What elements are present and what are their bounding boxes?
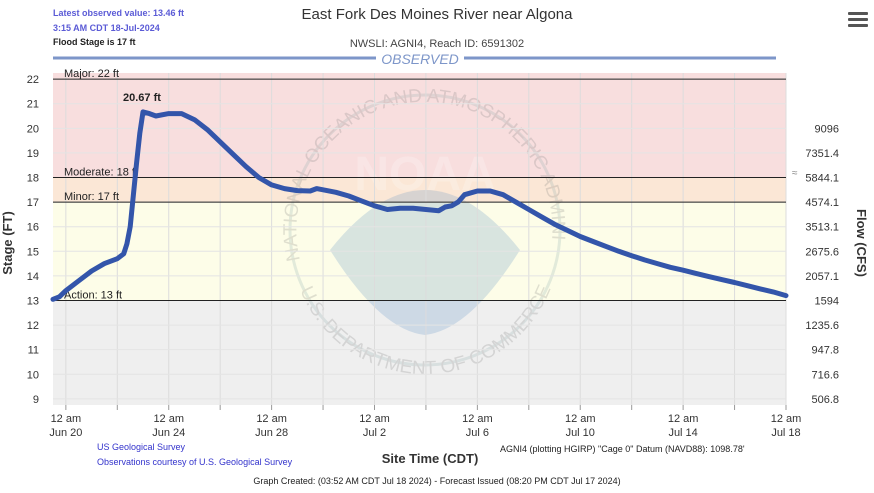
time-tick-date: Jun 28: [255, 427, 288, 439]
stage-tick-label: 16: [27, 222, 39, 234]
flow-tick-label: 1235.6: [805, 320, 839, 332]
band-major: [53, 73, 786, 178]
flow-axis-ticks: 9096 7351.4 5844.1 4574.1 3513.1 2675.6 2057.1…: [805, 123, 839, 406]
observations-credit[interactable]: Observations courtesy of U.S. Geological…: [97, 457, 293, 467]
axis-break-glyph: ≈: [792, 168, 798, 179]
observed-label-bg: [376, 50, 464, 66]
flow-tick-label: 7351.4: [805, 148, 839, 160]
usgs-credit[interactable]: US Geological Survey: [97, 442, 186, 452]
stage-tick-label: 12: [27, 320, 39, 332]
stage-tick-label: 21: [27, 99, 39, 111]
time-tick-label: 12 am: [153, 413, 184, 425]
flow-tick-label: 5844.1: [805, 173, 839, 185]
stage-tick-label: 11: [28, 345, 39, 357]
stage-tick-label: 9: [33, 394, 39, 406]
graph-footer: Graph Created: (03:52 AM CDT Jul 18 2024…: [253, 476, 621, 486]
time-axis-ticks: 12 am Jun 20 12 am Jun 24 12 am Jun 28 12 am Ju…: [49, 405, 801, 439]
flow-tick-label: 4574.1: [805, 197, 839, 209]
flow-tick-label: 1594: [815, 295, 839, 307]
time-tick-label: 12 am: [256, 413, 287, 425]
stage-axis-ticks: 9 10 11 12 13 14 15 16 17 18 19 20 21 22: [27, 74, 39, 406]
threshold-lines: Major: 22 ft Moderate: 18 ft Minor: 17 ft A…: [53, 68, 786, 301]
stage-tick-label: 14: [27, 271, 39, 283]
stage-tick-label: 22: [27, 74, 39, 86]
latest-observed-info: Latest observed value: 13.46 ft 3:15 AM …: [53, 6, 184, 36]
flow-tick-label: 506.8: [811, 394, 839, 406]
hamburger-menu-icon[interactable]: [848, 12, 868, 28]
threshold-label-minor: Minor: 17 ft: [64, 191, 119, 203]
flood-stage-note: Flood Stage is 17 ft: [53, 37, 136, 47]
time-tick-date: Jul 6: [466, 427, 489, 439]
time-tick-label: 12 am: [359, 413, 390, 425]
time-tick-date: Jul 2: [363, 427, 386, 439]
time-tick-label: 12 am: [771, 413, 802, 425]
flow-axis-title: Flow (CFS): [854, 209, 869, 277]
threshold-label-major: Major: 22 ft: [64, 68, 119, 80]
time-tick-date: Jun 20: [49, 427, 82, 439]
band-below-action: [53, 300, 786, 405]
chart-subtitle: NWSLI: AGNI4, Reach ID: 6591302: [349, 38, 525, 50]
stage-tick-label: 13: [27, 295, 39, 307]
flow-tick-label: 3513.1: [805, 222, 839, 234]
flow-tick-label: 2057.1: [805, 271, 839, 283]
time-tick-label: 12 am: [668, 413, 699, 425]
stage-axis-title: Stage (FT): [0, 211, 15, 275]
peak-label: 20.67 ft: [123, 92, 161, 104]
latest-observed-value: Latest observed value: 13.46 ft: [53, 8, 185, 18]
time-tick-label: 12 am: [462, 413, 493, 425]
menu-bar: [848, 24, 868, 27]
stage-tick-label: 17: [27, 197, 39, 209]
threshold-label-action: Action: 13 ft: [64, 289, 122, 301]
menu-bar: [848, 18, 868, 21]
stage-tick-label: 20: [27, 123, 39, 135]
band-moderate: [53, 177, 786, 203]
stage-tick-label: 15: [27, 246, 39, 258]
flow-tick-label: 9096: [815, 123, 839, 135]
stage-tick-label: 19: [27, 148, 39, 160]
time-tick-label: 12 am: [565, 413, 596, 425]
observed-stage-line: [50, 109, 789, 302]
datum-note: AGNI4 (plotting HGIRP) "Cage 0" Datum (N…: [500, 444, 745, 454]
menu-bar: [848, 12, 868, 15]
flow-tick-label: 716.6: [811, 369, 839, 381]
flow-tick-label: 947.8: [811, 345, 839, 357]
time-tick-date: Jun 24: [152, 427, 185, 439]
watermark-ring: [288, 93, 562, 367]
time-axis-title: Site Time (CDT): [381, 451, 479, 466]
flow-tick-label: 2675.6: [805, 246, 839, 258]
observed-label: OBSERVED: [381, 51, 459, 67]
time-tick-date: Jul 18: [771, 427, 800, 439]
time-tick-date: Jul 10: [566, 427, 595, 439]
threshold-label-moderate: Moderate: 18 ft: [64, 167, 138, 179]
latest-observed-time: 3:15 AM CDT 18-Jul-2024: [53, 23, 160, 33]
time-tick-label: 12 am: [51, 413, 82, 425]
time-tick-date: Jul 14: [668, 427, 697, 439]
stage-tick-label: 10: [27, 369, 39, 381]
stage-tick-label: 18: [27, 173, 39, 185]
chart-title: East Fork Des Moines River near Algona: [301, 6, 573, 23]
